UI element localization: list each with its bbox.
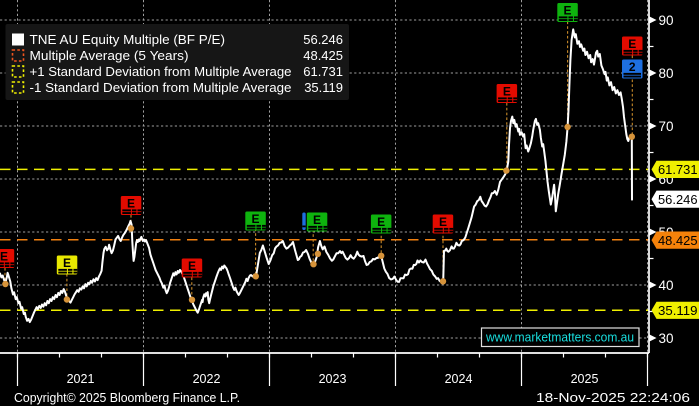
svg-text:E: E <box>188 259 196 273</box>
svg-text:61.731: 61.731 <box>303 64 343 79</box>
svg-text:E: E <box>313 213 321 227</box>
svg-text:E: E <box>252 212 260 226</box>
svg-text:TNE AU Equity Multiple (BF P/E: TNE AU Equity Multiple (BF P/E) <box>30 32 226 47</box>
svg-text:56.246: 56.246 <box>303 32 343 47</box>
svg-text:2021: 2021 <box>67 372 95 386</box>
svg-text:Copyright© 2025 Bloomberg Fina: Copyright© 2025 Bloomberg Finance L.P. <box>14 391 240 405</box>
svg-text:2024: 2024 <box>445 372 473 386</box>
svg-text:2: 2 <box>629 60 636 74</box>
svg-text:-1 Standard Deviation from Mul: -1 Standard Deviation from Multiple Aver… <box>30 80 292 95</box>
svg-text:E: E <box>628 37 636 51</box>
svg-text:E: E <box>439 215 447 229</box>
svg-text:2025: 2025 <box>571 372 599 386</box>
svg-text:+1 Standard Deviation from Mul: +1 Standard Deviation from Multiple Aver… <box>30 64 292 79</box>
svg-text:E: E <box>63 256 71 270</box>
svg-text:90: 90 <box>659 13 674 28</box>
svg-text:www.marketmatters.com.au: www.marketmatters.com.au <box>485 331 634 345</box>
svg-text:35.119: 35.119 <box>304 80 343 95</box>
svg-text:61.731: 61.731 <box>658 162 698 177</box>
svg-text:80: 80 <box>659 66 674 81</box>
svg-text:E: E <box>564 3 572 17</box>
svg-text:E: E <box>127 196 135 210</box>
svg-text:48.425: 48.425 <box>303 48 343 63</box>
svg-text:E: E <box>0 249 8 263</box>
svg-text:2023: 2023 <box>319 372 347 386</box>
svg-text:70: 70 <box>659 119 674 134</box>
svg-text:56.246: 56.246 <box>658 192 698 207</box>
svg-text:35.119: 35.119 <box>658 303 698 318</box>
svg-text:E: E <box>503 84 511 98</box>
svg-text:30: 30 <box>659 331 674 346</box>
svg-text:48.425: 48.425 <box>658 233 698 248</box>
svg-text:2022: 2022 <box>193 372 221 386</box>
svg-text:Multiple Average (5 Years): Multiple Average (5 Years) <box>30 48 189 63</box>
svg-text:18-Nov-2025 22:24:06: 18-Nov-2025 22:24:06 <box>536 390 690 405</box>
svg-text:E: E <box>377 215 385 229</box>
svg-text:40: 40 <box>659 278 674 293</box>
